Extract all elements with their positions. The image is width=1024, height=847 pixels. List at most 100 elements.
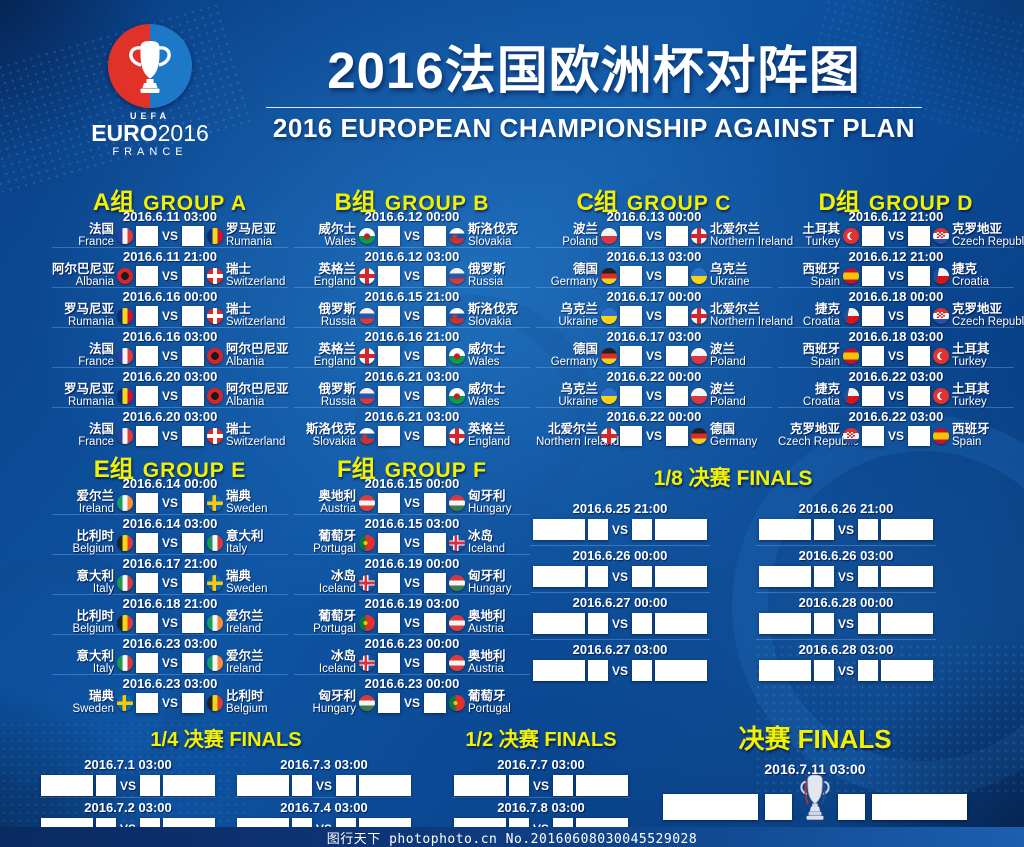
match-row: VS bbox=[756, 563, 936, 590]
score-slot bbox=[620, 425, 642, 446]
team-name-cn: 捷克 bbox=[814, 381, 840, 396]
group-title-en: GROUP B bbox=[384, 192, 490, 215]
flag-albania-icon bbox=[207, 387, 223, 404]
home-team: 比利时 Belgium bbox=[52, 529, 114, 556]
team-name-cn: 英格兰 bbox=[318, 261, 356, 276]
home-team: 西班牙 Spain bbox=[778, 342, 840, 369]
vs-label: VS bbox=[161, 268, 178, 283]
team-name-en: Spain bbox=[952, 436, 982, 449]
vs-label: VS bbox=[887, 348, 904, 363]
vs-label: VS bbox=[837, 616, 854, 631]
score-slot bbox=[424, 572, 446, 593]
away-team: 土耳其 Turkey bbox=[952, 382, 1014, 409]
logo-country-text: FRANCE bbox=[112, 146, 188, 159]
score-slot bbox=[858, 519, 878, 540]
score-slot bbox=[182, 532, 204, 553]
team-name-en: Croatia bbox=[952, 276, 990, 289]
team-name-en: Iceland bbox=[318, 583, 356, 596]
flag-austria-icon bbox=[359, 494, 375, 511]
score-slot bbox=[182, 612, 204, 633]
team-slot bbox=[663, 794, 758, 820]
flag-wales-icon bbox=[449, 387, 465, 404]
flag-turkey-icon bbox=[843, 227, 859, 244]
vs-label: VS bbox=[161, 388, 178, 403]
team-name-cn: 德国 bbox=[572, 341, 598, 356]
match-date: 2016.6.15 21:00 bbox=[364, 289, 460, 304]
team-name-en: England bbox=[313, 356, 356, 369]
match-date: 2016.6.18 21:00 bbox=[122, 596, 218, 611]
team-name-en: Russia bbox=[320, 396, 356, 409]
team-name-cn: 克罗地亚 bbox=[952, 301, 1003, 316]
vs-label: VS bbox=[161, 428, 178, 443]
score-slot bbox=[378, 425, 400, 446]
vs-label: VS bbox=[403, 428, 420, 443]
score-slot bbox=[136, 572, 158, 593]
team-name-en: England bbox=[468, 436, 511, 449]
groups-row-abcd: A组 GROUP A 2016.6.11 03:00 法国 France VS 罗马尼亚 Ru… bbox=[52, 182, 1024, 449]
score-slot bbox=[666, 225, 688, 246]
team-name-cn: 匈牙利 bbox=[318, 688, 356, 703]
score-slot bbox=[620, 385, 642, 406]
match-row: 葡萄牙 Portugal VS 冰岛 Iceland bbox=[294, 528, 530, 555]
team-name-cn: 斯洛伐克 bbox=[468, 221, 519, 236]
team-name-cn: 西班牙 bbox=[952, 421, 990, 436]
team-slot bbox=[533, 519, 585, 540]
vs-label: VS bbox=[645, 348, 662, 363]
trophy-icon bbox=[800, 774, 830, 820]
group-c-match-5: 2016.6.22 00:00 乌克兰 Ukraine VS 波兰 Poland bbox=[536, 367, 772, 408]
team-slot bbox=[237, 775, 289, 796]
team-name-cn: 葡萄牙 bbox=[318, 528, 356, 543]
away-team: 奥地利 Austria bbox=[468, 649, 530, 676]
team-name-cn: 瑞士 bbox=[226, 421, 252, 436]
flag-italy-icon bbox=[117, 654, 133, 671]
team-name-en: Italy bbox=[92, 583, 114, 596]
score-slot bbox=[588, 566, 608, 587]
flag-hungary-icon bbox=[359, 694, 375, 711]
team-name-en: Czech Republic bbox=[778, 436, 859, 449]
group-c-match-3: 2016.6.17 00:00 乌克兰 Ukraine VS 北爱尔兰 Northern … bbox=[536, 287, 793, 328]
match-row: 意大利 Italy VS 瑞典 Sweden bbox=[52, 569, 288, 596]
page-title-english: 2016 EUROPEAN CHAMPIONSHIP AGAINST PLAN bbox=[272, 112, 916, 143]
team-name-en: France bbox=[78, 236, 114, 249]
vs-label: VS bbox=[887, 388, 904, 403]
score-slot bbox=[136, 385, 158, 406]
trophy-icon bbox=[129, 41, 171, 93]
flag-england-icon bbox=[449, 427, 465, 444]
flag-germany-icon bbox=[601, 347, 617, 364]
team-name-cn: 瑞典 bbox=[88, 688, 114, 703]
team-name-en: Wales bbox=[468, 396, 500, 409]
group-d-match-3: 2016.6.18 00:00 捷克 Croatia VS 克罗地亚 Czech Repu… bbox=[778, 287, 1024, 329]
group-f-match-2: 2016.6.15 03:00 葡萄牙 Portugal VS 冰岛 Iceland bbox=[294, 514, 530, 555]
team-name-en: Slovakia bbox=[468, 316, 512, 329]
vs-label: VS bbox=[403, 308, 420, 323]
match-row: 意大利 Italy VS 爱尔兰 Ireland bbox=[52, 649, 288, 675]
match-date: 2016.6.14 03:00 bbox=[122, 516, 218, 531]
away-team: 罗马尼亚 Rumania bbox=[226, 222, 288, 249]
team-name-cn: 克罗地亚 bbox=[952, 221, 1003, 236]
round-of-16-section: 1/8 决赛 FINALS 2016.6.25 21:00 VS 2016.6.26… bbox=[530, 462, 936, 687]
match-date: 2016.6.12 21:00 bbox=[848, 249, 944, 264]
team-name-en: Germany bbox=[550, 276, 598, 289]
team-name-cn: 俄罗斯 bbox=[318, 381, 356, 396]
vs-label: VS bbox=[887, 428, 904, 443]
away-team: 斯洛伐克 Slovakia bbox=[468, 302, 530, 329]
vs-label: VS bbox=[403, 495, 420, 510]
team-name-en: Turkey bbox=[952, 396, 987, 409]
match-row: 爱尔兰 Ireland VS 瑞典 Sweden bbox=[52, 489, 288, 515]
team-name-en: Portugal bbox=[313, 623, 356, 636]
match-row: 捷克 Croatia VS 土耳其 Turkey bbox=[778, 381, 1014, 409]
away-team: 瑞士 Switzerland bbox=[226, 262, 288, 289]
flag-hungary-icon bbox=[449, 494, 465, 511]
score-slot bbox=[182, 492, 204, 513]
score-slot bbox=[858, 613, 878, 634]
match-date: 2016.6.18 00:00 bbox=[848, 289, 944, 304]
team-name-en: Ukraine bbox=[710, 276, 750, 289]
score-slot bbox=[136, 652, 158, 673]
score-slot bbox=[858, 660, 878, 681]
team-name-en: Northern Ireland bbox=[710, 236, 794, 249]
team-name-en: Croatia bbox=[802, 316, 840, 329]
vs-label: VS bbox=[403, 655, 420, 670]
team-slot bbox=[655, 566, 707, 587]
team-name-cn: 比利时 bbox=[226, 688, 264, 703]
groups-row-ef: E组 GROUP E 2016.6.14 00:00 爱尔兰 Ireland VS 瑞典 Sw… bbox=[52, 449, 530, 715]
